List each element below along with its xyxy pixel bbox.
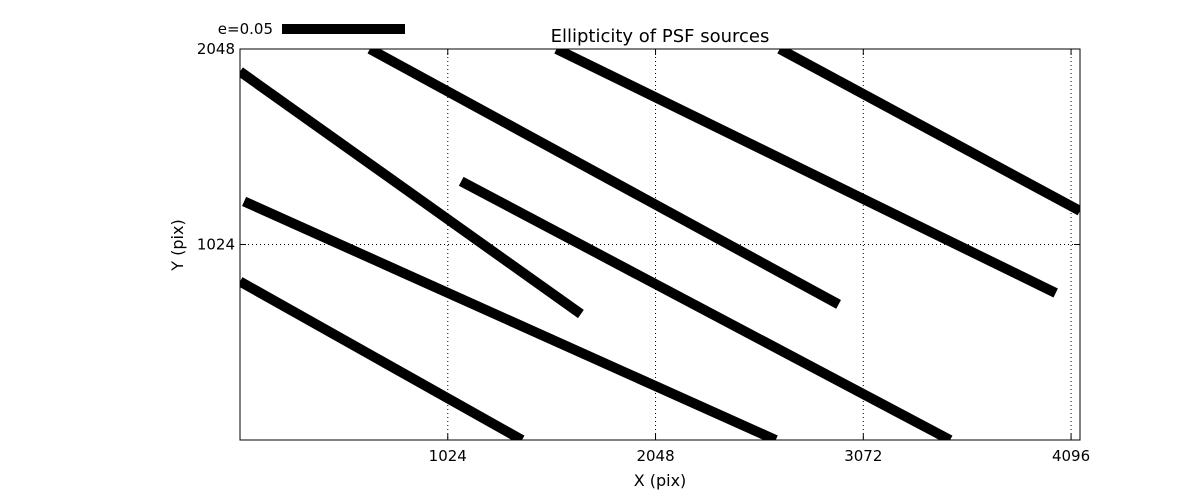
x-axis-label: X (pix) <box>634 471 687 490</box>
ellipticity-stick-7 <box>240 277 525 440</box>
chart-title: Ellipticity of PSF sources <box>551 26 770 47</box>
y-tick-label: 2048 <box>197 40 235 58</box>
ellipticity-stick-4 <box>777 49 1080 216</box>
ellipticity-stick-3 <box>554 49 1058 298</box>
ellipticity-stick-5 <box>458 176 953 440</box>
x-tick-label: 2048 <box>636 447 674 465</box>
legend: e=0.05 <box>218 20 405 38</box>
ellipticity-stick-1 <box>240 67 584 319</box>
y-tick-label: 1024 <box>197 236 235 254</box>
x-tick-label: 4096 <box>1052 447 1090 465</box>
ellipticity-sticks <box>240 49 1080 440</box>
x-tick-label: 3072 <box>844 447 882 465</box>
series-group <box>240 49 1080 440</box>
legend-label: e=0.05 <box>218 20 273 38</box>
x-axis-ticks: 1024 2048 3072 4096 <box>429 49 1090 465</box>
ellipticity-stick-2 <box>367 49 841 309</box>
ellipticity-stick-6 <box>242 196 778 440</box>
x-tick-label: 1024 <box>429 447 467 465</box>
y-axis-ticks: 1024 2048 <box>197 40 1080 254</box>
y-axis-label: Y (pix) <box>168 219 187 271</box>
